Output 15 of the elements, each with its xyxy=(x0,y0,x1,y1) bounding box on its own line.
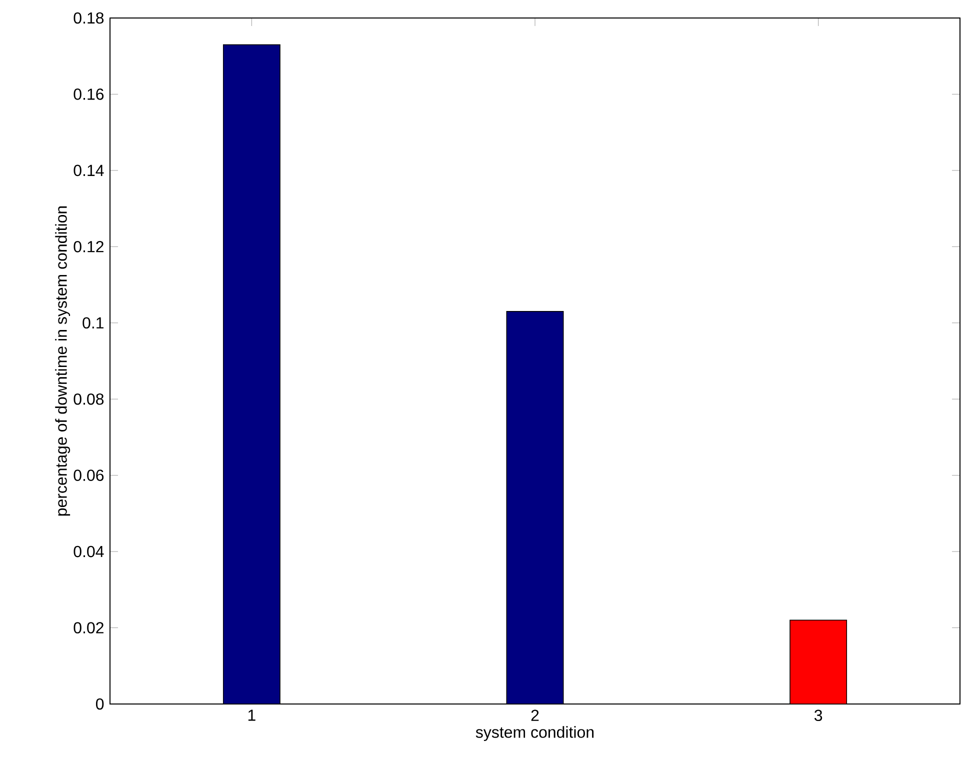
y-tick-label: 0.16 xyxy=(74,88,104,100)
x-tick-label: 1 xyxy=(248,710,256,721)
y-tick-label: 0.08 xyxy=(74,393,104,405)
y-tick-label: 0.04 xyxy=(74,546,104,558)
x-tick-label: 2 xyxy=(531,710,539,721)
y-tick-label: 0.1 xyxy=(82,317,104,329)
x-tick-label: 3 xyxy=(814,710,822,722)
y-tick-label: 0.02 xyxy=(74,622,104,634)
y-axis-title: percentage of downtime in system condition xyxy=(55,206,70,516)
y-tick-label: 0.12 xyxy=(74,241,104,252)
y-tick-label: 0.18 xyxy=(74,12,104,24)
y-tick-label: 0 xyxy=(96,698,104,710)
y-tick-label: 0.06 xyxy=(74,470,104,481)
x-axis-title: system condition xyxy=(476,726,594,742)
y-tick-label: 0.14 xyxy=(74,164,104,176)
